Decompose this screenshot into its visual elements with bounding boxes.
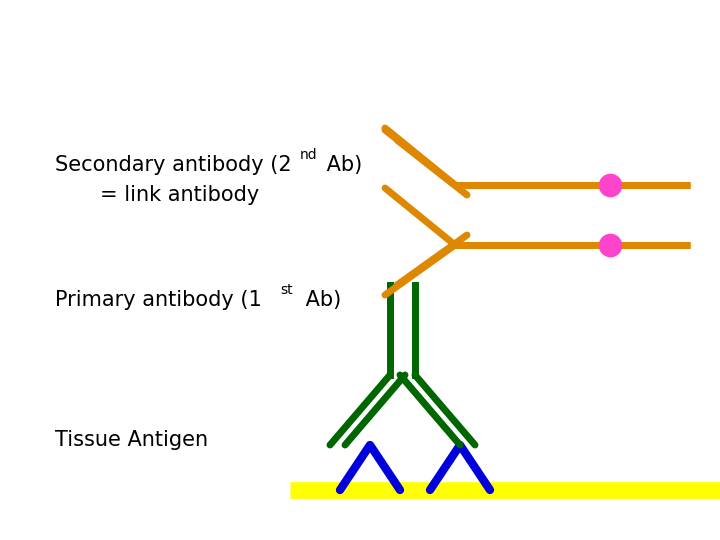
- Text: st: st: [280, 283, 292, 297]
- Text: Ab): Ab): [320, 155, 362, 175]
- Text: = link antibody: = link antibody: [100, 185, 259, 205]
- Text: Ab): Ab): [299, 290, 341, 310]
- Text: Primary antibody (1: Primary antibody (1: [55, 290, 262, 310]
- Text: nd: nd: [300, 148, 318, 162]
- Text: Secondary antibody (2: Secondary antibody (2: [55, 155, 292, 175]
- Text: Tissue Antigen: Tissue Antigen: [55, 430, 208, 450]
